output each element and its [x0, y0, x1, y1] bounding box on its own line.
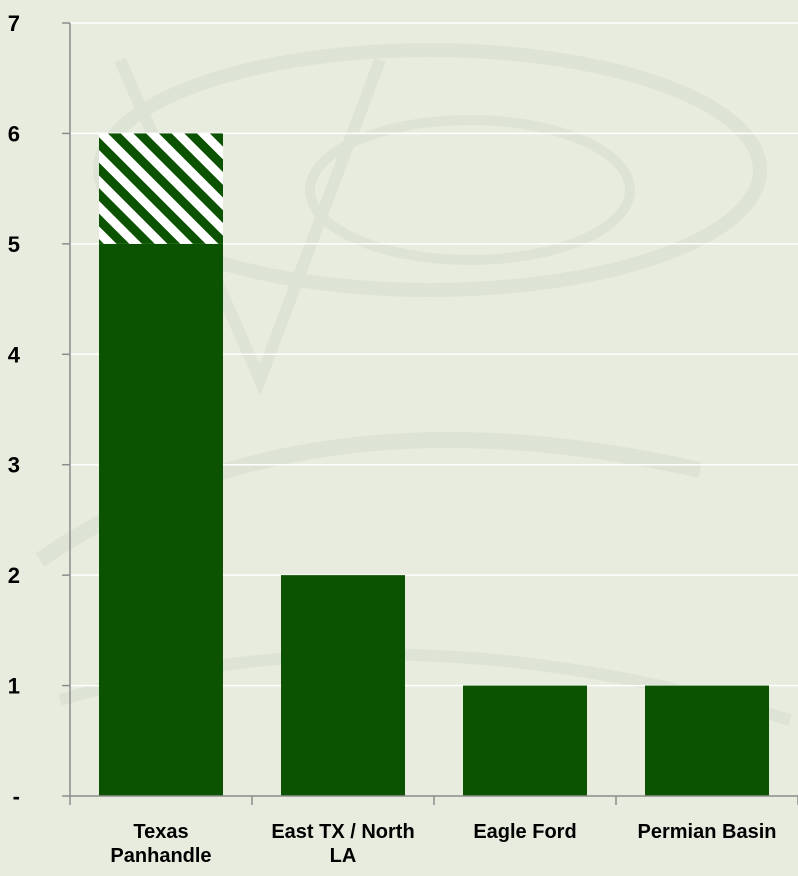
- x-category-label: East TX / North LA: [271, 821, 414, 867]
- axes: [62, 22, 798, 805]
- y-tick-label: 2: [8, 563, 20, 588]
- y-tick-label: 7: [8, 11, 20, 36]
- x-category-label: Texas Panhandle: [110, 821, 211, 867]
- y-tick-label: 1: [8, 674, 20, 699]
- x-category-label: Permian Basin: [638, 821, 777, 843]
- bar-segment: [99, 243, 223, 796]
- y-tick-label: 4: [8, 342, 21, 367]
- bar-segment: [463, 685, 587, 796]
- bar-segment: [281, 575, 405, 796]
- y-tick-label: 6: [8, 121, 20, 146]
- y-tick-label: 3: [8, 453, 20, 478]
- bar-segment: [645, 685, 769, 796]
- bars: [99, 133, 769, 796]
- y-tick-label: 5: [8, 232, 20, 257]
- bar-segment-hatched: [99, 133, 223, 244]
- y-tick-labels: - 1 2 3 4 5 6 7: [8, 11, 21, 809]
- y-tick-label: -: [13, 784, 20, 809]
- watermark-arc: [305, 115, 635, 265]
- x-category-label: Eagle Ford: [473, 821, 576, 843]
- x-tick-labels: Texas Panhandle East TX / North LA Eagle For…: [110, 821, 776, 867]
